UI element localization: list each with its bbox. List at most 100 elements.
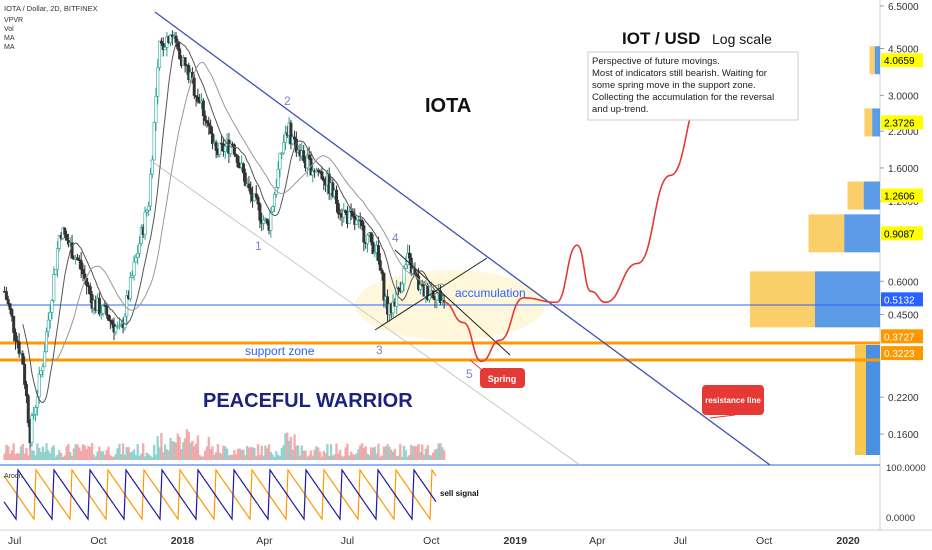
candle-body: [407, 252, 411, 259]
indicator-vol[interactable]: Vol: [4, 26, 14, 33]
candle-body: [154, 95, 158, 123]
indicator-ma-2[interactable]: MA: [4, 44, 15, 51]
volume-bar: [89, 446, 92, 460]
candle-body: [382, 273, 386, 301]
candle-body: [355, 219, 359, 225]
volume-bar: [200, 456, 203, 460]
volume-bar: [286, 432, 289, 460]
vp-bar-left: [808, 214, 845, 253]
time-axis-label: Oct: [756, 535, 772, 547]
candle-body: [347, 210, 351, 224]
volume-bar: [315, 446, 318, 460]
price-tick-label: 0.2200: [888, 393, 919, 404]
volume-bar: [85, 449, 88, 460]
indicator-ma-1[interactable]: MA: [4, 35, 15, 42]
volume-bar: [229, 454, 232, 460]
wave-label-5: 5: [466, 367, 473, 381]
aroon-down-line: [3, 468, 437, 521]
volume-bar: [442, 450, 446, 460]
candle-body: [101, 305, 105, 314]
price-axis[interactable]: 6.5000 4.5000 3.0000 2.2000 1.6000 1.2000 0.60…: [880, 2, 919, 441]
candle-body: [97, 297, 101, 315]
candle-body: [76, 257, 80, 260]
candle-body: [397, 287, 401, 290]
volume-bar: [101, 451, 105, 460]
candle-body: [210, 133, 214, 144]
sell-signal-label: sell signal: [440, 489, 479, 498]
volume-bar: [90, 443, 94, 460]
candlesticks: [3, 30, 446, 450]
volume-bar: [76, 444, 79, 460]
candle-body: [192, 77, 196, 96]
scale-mode-title: Log scale: [712, 31, 772, 47]
volume-bar: [342, 456, 345, 460]
wave-label-4: 4: [392, 231, 399, 245]
candle-body: [205, 120, 209, 124]
volume-bar: [382, 446, 386, 460]
volume-bar: [32, 450, 35, 460]
volume-bar: [134, 455, 138, 460]
candle-body: [114, 326, 118, 333]
volume-bar: [293, 434, 296, 460]
volume-bar: [422, 454, 426, 460]
volume-bar: [61, 456, 65, 460]
candle-body: [435, 292, 439, 301]
volume-bar: [120, 454, 123, 460]
projection-path: [443, 94, 703, 363]
volume-bar: [346, 443, 349, 460]
time-axis[interactable]: Jul Oct 2018 Apr Jul Oct 2019 Apr Jul Oct 2020: [8, 535, 860, 547]
price-tick-label: 0.6000: [888, 277, 919, 288]
volume-bar: [21, 444, 24, 460]
volume-bar: [340, 455, 344, 460]
candle-body: [30, 415, 34, 443]
spring-label: Spring: [488, 374, 517, 384]
candle-body: [249, 187, 253, 195]
aroon-label[interactable]: Aroon: [4, 473, 23, 480]
volume-bar: [313, 449, 316, 460]
volume-bar: [328, 456, 331, 460]
volume-bar: [47, 450, 50, 460]
candle-body: [283, 132, 287, 143]
volume-bar: [127, 447, 130, 460]
candle-body: [311, 170, 315, 176]
volume-bar: [353, 455, 356, 460]
candle-body: [17, 341, 21, 354]
symbol-legend[interactable]: IOTA / Dollar, 2D, BITFINEX: [4, 4, 98, 13]
aroon-pane: [3, 468, 437, 521]
indicator-vpvr[interactable]: VPVR: [4, 17, 23, 24]
volume-bar: [54, 456, 57, 460]
candle-body: [123, 315, 127, 329]
volume-bar: [216, 444, 220, 460]
time-axis-label: Jul: [341, 535, 354, 547]
volume-bar: [154, 454, 158, 460]
candle-body: [256, 196, 260, 205]
aroon-tick-bg-top: [883, 462, 932, 474]
price-tag-bg: [881, 226, 923, 241]
candle-body: [128, 277, 132, 299]
volume-bar: [300, 445, 304, 460]
volume-bar: [391, 451, 395, 460]
price-tick-label: 0.4500: [888, 311, 919, 322]
candle-body: [23, 363, 27, 385]
volume-bar: [433, 449, 437, 460]
candle-body: [156, 67, 160, 97]
candle-body: [136, 253, 140, 258]
candle-body: [336, 203, 340, 214]
volume-bar: [273, 456, 276, 460]
volume-bar: [123, 454, 127, 460]
volume-bar: [213, 454, 216, 460]
volume-bar: [431, 452, 435, 460]
volume-bar: [41, 446, 45, 460]
volume-bar: [251, 447, 254, 460]
vp-bar-right: [815, 271, 880, 328]
volume-bar: [151, 456, 154, 460]
price-tags: 4.0659 2.3726 1.2606 0.9087 0.5132 0.3727 0.32…: [881, 53, 923, 361]
volume-bar: [12, 443, 15, 460]
note-box: [587, 51, 799, 121]
volume-bar: [349, 451, 353, 460]
volume-bar: [390, 449, 393, 460]
volume-bar: [371, 447, 375, 460]
volume-bar: [329, 444, 333, 460]
volume-bar: [238, 448, 242, 460]
price-tick-label: 1.6000: [888, 164, 919, 175]
